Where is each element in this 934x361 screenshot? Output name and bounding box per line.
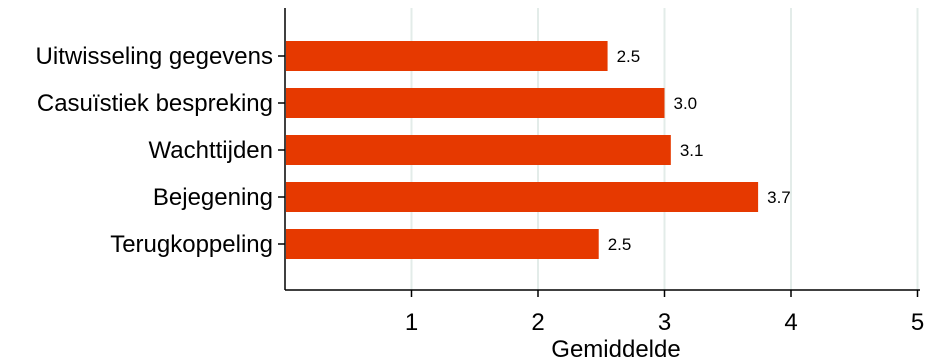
bar-4 bbox=[286, 229, 599, 259]
value-label-0: 2.5 bbox=[617, 47, 641, 66]
bar-2 bbox=[286, 135, 671, 165]
x-tick-label-4: 4 bbox=[784, 309, 797, 336]
bar-0 bbox=[286, 41, 608, 71]
value-label-3: 3.7 bbox=[767, 188, 791, 207]
value-label-1: 3.0 bbox=[674, 94, 698, 113]
category-label-2: Wachttijden bbox=[149, 137, 274, 164]
x-tick-label-3: 3 bbox=[658, 309, 671, 336]
x-axis-title: Gemiddelde bbox=[551, 336, 680, 361]
bar-1 bbox=[286, 88, 665, 118]
value-label-4: 2.5 bbox=[608, 235, 632, 254]
x-tick-label-2: 2 bbox=[531, 309, 544, 336]
bar-3 bbox=[286, 182, 759, 212]
x-tick-label-5: 5 bbox=[911, 309, 924, 336]
axes bbox=[284, 8, 920, 291]
category-label-4: Terugkoppeling bbox=[110, 231, 273, 258]
category-label-3: Bejegening bbox=[153, 184, 273, 211]
bars bbox=[286, 41, 759, 259]
value-label-2: 3.1 bbox=[680, 141, 704, 160]
x-tick-label-1: 1 bbox=[405, 309, 418, 336]
category-label-0: Uitwisseling gegevens bbox=[36, 43, 273, 70]
labels: 1 2 3 4 5 Uitwisseling gegevens 2.5 Casuïstiek … bbox=[36, 43, 925, 336]
category-label-1: Casuïstiek bespreking bbox=[37, 90, 273, 117]
